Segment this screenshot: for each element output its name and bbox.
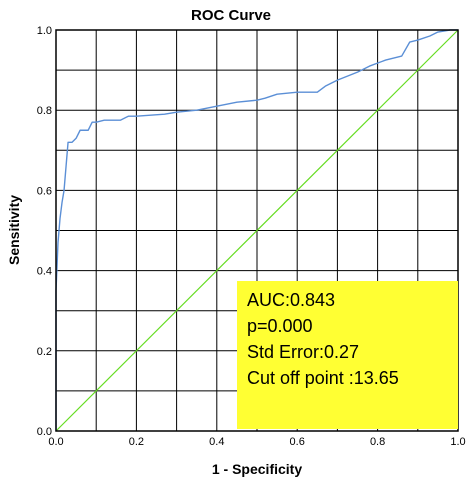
series-layer [55, 29, 459, 432]
reference-diagonal-line [55, 29, 459, 432]
x-tick-label: 0.0 [48, 436, 63, 448]
plot-frame [55, 29, 459, 432]
x-axis-label: 1 - Specificity [212, 461, 302, 477]
x-tick-label: 0.6 [290, 436, 305, 448]
x-tick-label: 1.0 [450, 436, 465, 448]
p-value-text: p=0.000 [247, 316, 313, 336]
tick-labels: 0.0 0.2 0.4 0.6 0.8 1.0 0.0 0.2 0.4 0.6 0.8 1.0 [37, 25, 466, 448]
y-tick-label: 1.0 [37, 25, 52, 37]
y-tick-label: 0.4 [37, 266, 52, 278]
roc-curve-line [55, 29, 458, 431]
stats-annotation-box: AUC:0.843 p=0.000 Std Error:0.27 Cut off… [237, 281, 458, 429]
x-tick-label: 0.8 [370, 436, 385, 448]
std-error-text: Std Error:0.27 [247, 342, 360, 362]
cutoff-text: Cut off point :13.65 [247, 368, 399, 388]
chart-title: ROC Curve [191, 7, 271, 24]
y-tick-label: 0.0 [37, 426, 52, 438]
y-axis-label: Sensitivity [6, 195, 22, 265]
y-tick-label: 0.2 [37, 346, 52, 358]
y-tick-label: 0.8 [37, 105, 52, 117]
auc-text: AUC:0.843 [247, 290, 336, 310]
x-tick-label: 0.2 [129, 436, 144, 448]
y-tick-label: 0.6 [37, 185, 52, 197]
x-tick-label: 0.4 [209, 436, 224, 448]
